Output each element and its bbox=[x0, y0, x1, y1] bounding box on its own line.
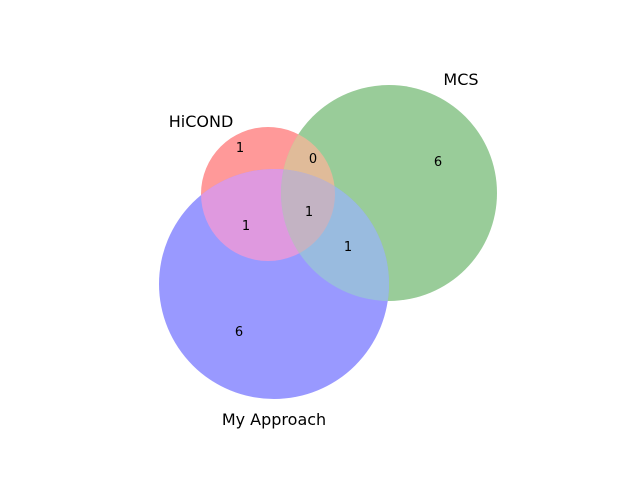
overlap-mcs-approach bbox=[281, 169, 389, 301]
label-mcs: MCS bbox=[443, 70, 478, 89]
count-hicond-approach: 1 bbox=[242, 219, 250, 234]
label-my-approach: My Approach bbox=[222, 410, 326, 429]
label-hicond: HiCOND bbox=[169, 112, 234, 131]
count-mcs-approach: 1 bbox=[344, 240, 352, 255]
count-hicond-mcs: 0 bbox=[309, 152, 317, 167]
count-hicond-only: 1 bbox=[236, 141, 244, 156]
count-approach-only: 6 bbox=[235, 325, 243, 340]
count-all-three: 1 bbox=[305, 205, 313, 220]
count-mcs-only: 6 bbox=[434, 155, 442, 170]
